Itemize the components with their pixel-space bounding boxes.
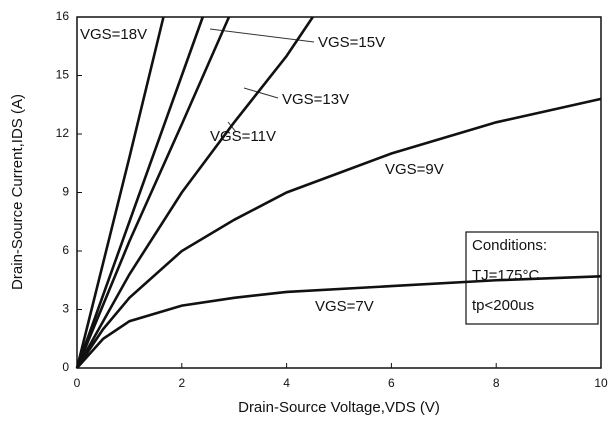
series-line — [75, 97, 602, 369]
y-tick-label: 12 — [56, 126, 70, 140]
y-tick-label: 0 — [62, 360, 69, 374]
series-line — [75, 16, 204, 369]
x-tick-label: 2 — [178, 376, 185, 390]
x-tick-label: 10 — [594, 376, 608, 390]
series-line — [75, 16, 231, 369]
series-line — [75, 16, 165, 369]
y-axis-label: Drain-Source Current,IDS (A) — [9, 94, 26, 290]
series-line — [76, 275, 602, 369]
series-label: VGS=11V — [210, 128, 276, 145]
x-tick-label: 4 — [283, 376, 290, 390]
label-arrows — [209, 28, 315, 133]
series-label: VGS=13V — [282, 91, 349, 108]
series-label: VGS=7V — [315, 298, 374, 315]
annotation: tp<200us — [472, 297, 534, 314]
x-tick-label: 0 — [74, 376, 81, 390]
y-tick-label: 6 — [62, 243, 69, 257]
x-tick-label: 8 — [493, 376, 500, 390]
y-tick-label: 3 — [62, 302, 69, 316]
y-tick-label: 9 — [62, 185, 69, 199]
series-label: VGS=9V — [385, 161, 444, 178]
y-tick-label: 16 — [56, 9, 70, 23]
x-tick-label: 6 — [388, 376, 395, 390]
series-line — [75, 16, 314, 369]
series-label: VGS=15V — [318, 34, 385, 51]
x-axis-label: Drain-Source Voltage,VDS (V) — [238, 399, 440, 416]
series-label: VGS=18V — [80, 26, 147, 43]
y-tick-label: 15 — [56, 68, 70, 82]
annotation: Conditions: — [472, 237, 547, 254]
